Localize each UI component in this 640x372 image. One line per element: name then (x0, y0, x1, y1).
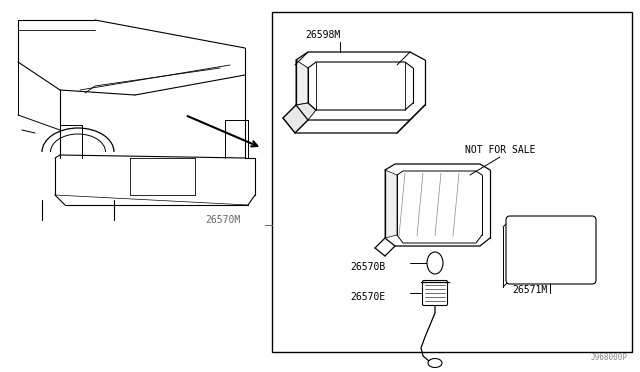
Text: 26571M: 26571M (513, 285, 548, 295)
Ellipse shape (428, 359, 442, 368)
Text: J968000P: J968000P (591, 353, 628, 362)
Text: 26570E: 26570E (350, 292, 385, 302)
Polygon shape (385, 170, 397, 238)
Polygon shape (296, 60, 308, 105)
FancyBboxPatch shape (506, 216, 596, 284)
Text: 26570B: 26570B (350, 262, 385, 272)
Polygon shape (283, 103, 316, 133)
Text: 26570M: 26570M (205, 215, 240, 225)
Text: NOT FOR SALE: NOT FOR SALE (465, 145, 536, 155)
Bar (272, 12, 632, 352)
FancyBboxPatch shape (422, 280, 447, 305)
Polygon shape (510, 220, 592, 280)
Ellipse shape (427, 252, 443, 274)
Text: 26598M: 26598M (305, 30, 340, 40)
